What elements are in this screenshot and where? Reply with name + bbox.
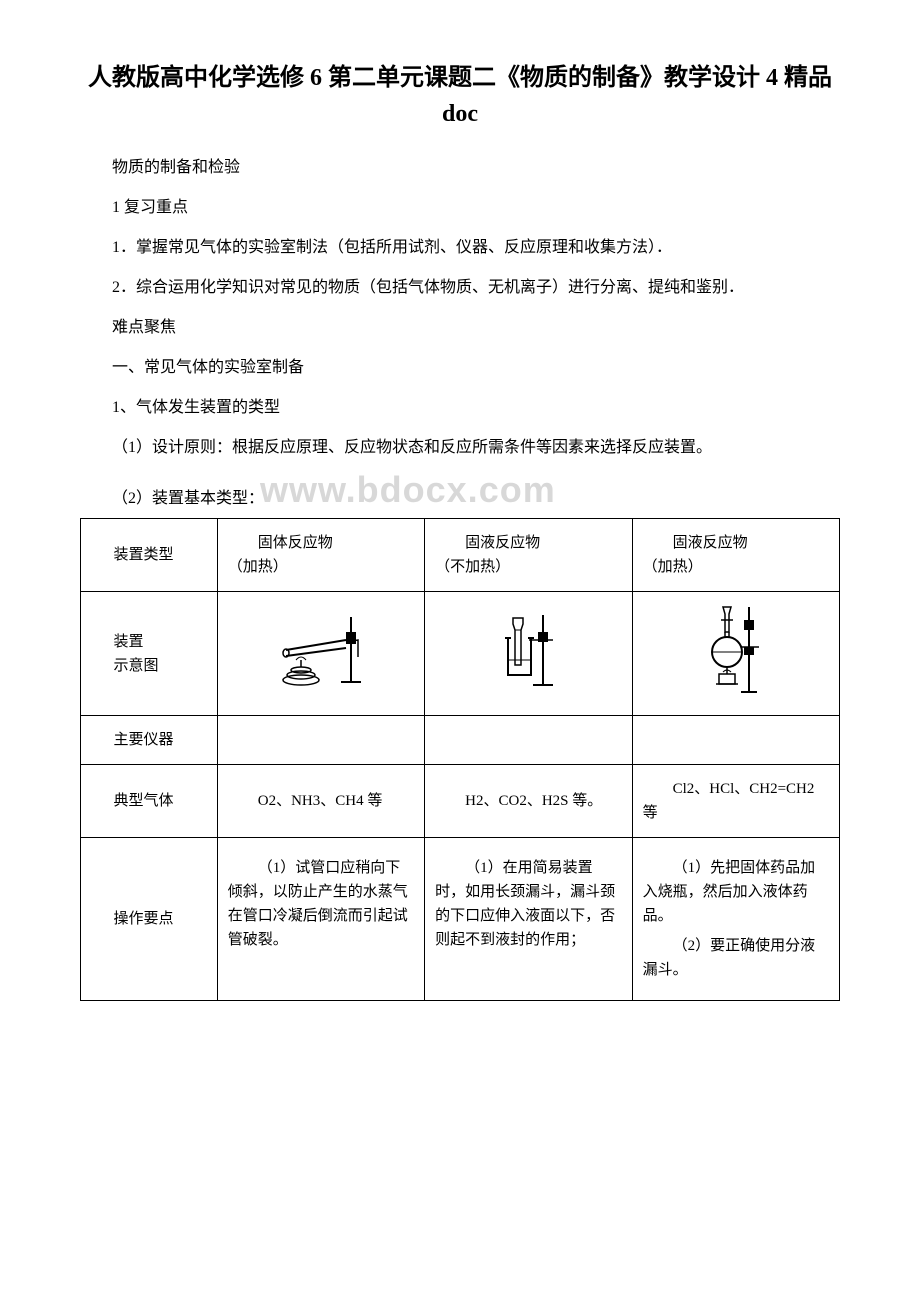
cell-gas-1: O2、NH3、CH4 等 bbox=[217, 765, 424, 838]
table-row: 装置类型 固体反应物 （加热） 固液反应物 （不加热） 固液反应物 （加热） bbox=[81, 519, 840, 592]
cell-empty bbox=[217, 716, 424, 765]
paragraph-subsection-1: 1、气体发生装置的类型 bbox=[80, 392, 840, 424]
apparatus-solid-liquid-heat-icon bbox=[701, 602, 771, 697]
paragraph-point-1: 1．掌握常见气体的实验室制法（包括所用试剂、仪器、反应原理和收集方法）． bbox=[80, 232, 840, 264]
cell-diagram-label: 装置 示意图 bbox=[81, 592, 218, 716]
cell-gas-3: Cl2、HCl、CH2=CH2 等 bbox=[632, 765, 839, 838]
cell-solid-heat: 固体反应物 （加热） bbox=[217, 519, 424, 592]
cell-main-instruments-label: 主要仪器 bbox=[81, 716, 218, 765]
apparatus-solid-liquid-noheat-icon bbox=[493, 610, 563, 690]
paragraph-device-types: （2）装置基本类型： bbox=[80, 484, 840, 508]
page-title: 人教版高中化学选修 6 第二单元课题二《物质的制备》教学设计 4 精品 doc bbox=[80, 60, 840, 132]
cell-empty bbox=[425, 716, 632, 765]
cell-typical-gas-label: 典型气体 bbox=[81, 765, 218, 838]
cell-solid-liquid-heat: 固液反应物 （加热） bbox=[632, 519, 839, 592]
cell-operation-3: （1）先把固体药品加入烧瓶，然后加入液体药品。 （2）要正确使用分液漏斗。 bbox=[632, 838, 839, 1001]
cell-operation-1: （1）试管口应稍向下倾斜，以防止产生的水蒸气在管口冷凝后倒流而引起试管破裂。 bbox=[217, 838, 424, 1001]
cell-diagram-1 bbox=[217, 592, 424, 716]
table-row: 主要仪器 bbox=[81, 716, 840, 765]
table-row: 典型气体 O2、NH3、CH4 等 H2、CO2、H2S 等。 Cl2、HCl、… bbox=[81, 765, 840, 838]
cell-gas-2: H2、CO2、H2S 等。 bbox=[425, 765, 632, 838]
cell-empty bbox=[632, 716, 839, 765]
paragraph-difficulty: 难点聚焦 bbox=[80, 312, 840, 344]
paragraph-point-2: 2．综合运用化学知识对常见的物质（包括气体物质、无机离子）进行分离、提纯和鉴别． bbox=[80, 272, 840, 304]
cell-diagram-3 bbox=[632, 592, 839, 716]
paragraph-design-principle: （1）设计原则：根据反应原理、反应物状态和反应所需条件等因素来选择反应装置。 bbox=[80, 432, 840, 464]
cell-solid-liquid-noheat: 固液反应物 （不加热） bbox=[425, 519, 632, 592]
table-row: 操作要点 （1）试管口应稍向下倾斜，以防止产生的水蒸气在管口冷凝后倒流而引起试管… bbox=[81, 838, 840, 1001]
paragraph-subject: 物质的制备和检验 bbox=[80, 152, 840, 184]
apparatus-solid-heat-icon bbox=[266, 612, 376, 687]
device-type-table: 装置类型 固体反应物 （加热） 固液反应物 （不加热） 固液反应物 （加热） 装… bbox=[80, 518, 840, 1001]
watermark-section: www.bdocx.com （2）装置基本类型： bbox=[80, 484, 840, 508]
cell-operation-2: （1）在用简易装置时，如用长颈漏斗，漏斗颈的下口应伸入液面以下，否则起不到液封的… bbox=[425, 838, 632, 1001]
cell-device-type-label: 装置类型 bbox=[81, 519, 218, 592]
table-row: 装置 示意图 bbox=[81, 592, 840, 716]
paragraph-review-heading: 1 复习重点 bbox=[80, 192, 840, 224]
cell-operation-label: 操作要点 bbox=[81, 838, 218, 1001]
paragraph-section-1: 一、常见气体的实验室制备 bbox=[80, 352, 840, 384]
cell-diagram-2 bbox=[425, 592, 632, 716]
